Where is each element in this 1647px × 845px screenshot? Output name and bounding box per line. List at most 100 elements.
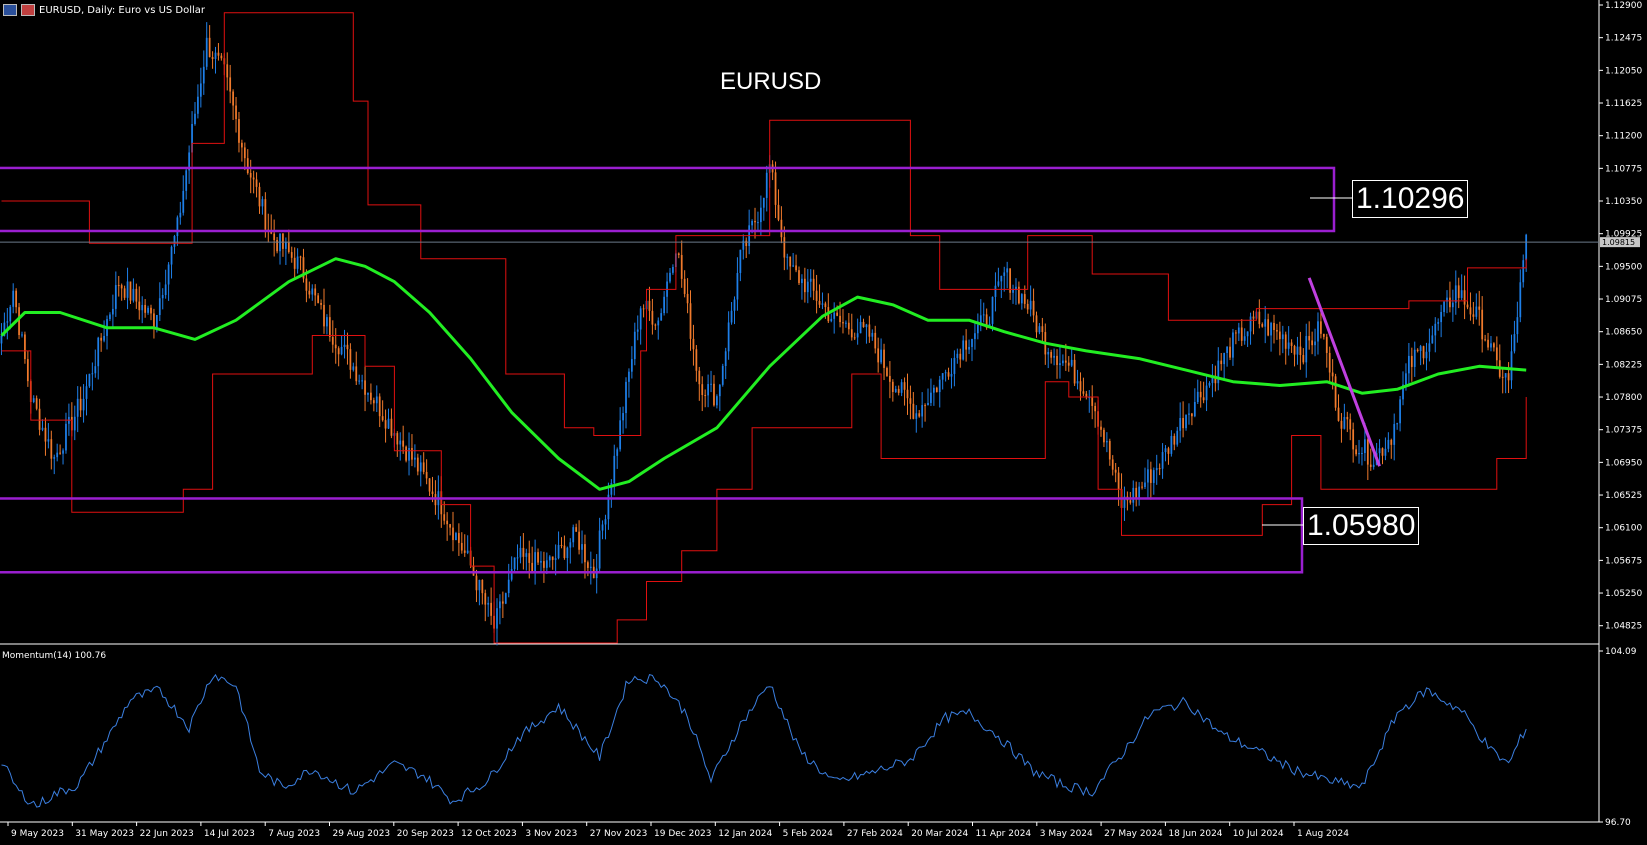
candle-body	[147, 307, 149, 313]
candle-body	[1108, 440, 1111, 460]
candle-body	[891, 381, 894, 393]
candle-body	[774, 172, 777, 205]
candle-body	[607, 494, 610, 520]
candle-body	[457, 533, 460, 543]
candle-body	[507, 579, 510, 594]
candle-body	[135, 288, 138, 302]
candle-body	[616, 449, 619, 456]
candle-body	[282, 233, 284, 249]
candle-body	[619, 420, 622, 450]
candle-body	[241, 142, 243, 148]
candle-body	[1328, 352, 1331, 373]
candle-body	[642, 308, 645, 310]
candle-body	[1358, 453, 1360, 455]
candle-body	[150, 307, 152, 314]
channel-upper	[1, 12, 1527, 436]
candle-body	[683, 278, 686, 294]
candle-body	[581, 544, 583, 550]
candle-body	[446, 520, 449, 525]
candle-body	[443, 514, 446, 521]
candle-body	[414, 457, 416, 460]
time-tick-label: 3 May 2024	[1040, 829, 1093, 839]
candle-body	[1091, 397, 1094, 406]
candle-body	[548, 556, 551, 561]
candle-body	[707, 384, 709, 396]
candle-body	[1490, 343, 1492, 348]
candle-body	[1281, 334, 1284, 340]
candle-body	[273, 233, 276, 241]
price-tick-label: 1.12050	[1605, 66, 1642, 76]
candle-body	[1457, 285, 1460, 298]
candle-body	[965, 340, 968, 350]
momentum-tick-label: 104.09	[1605, 647, 1637, 657]
candle-body	[1000, 275, 1003, 282]
candle-body	[1267, 319, 1270, 336]
candle-body	[411, 447, 413, 460]
price-tick-label: 1.04825	[1605, 622, 1642, 632]
candle-body	[243, 147, 246, 159]
candle-body	[1393, 424, 1396, 445]
time-tick-label: 20 Mar 2024	[911, 829, 968, 839]
candle-body	[1170, 435, 1173, 454]
candle-body	[1246, 331, 1249, 337]
candle-body	[1322, 333, 1325, 337]
candle-body	[56, 452, 59, 458]
candle-body	[1381, 448, 1384, 456]
candle-body	[1249, 316, 1252, 332]
candle-body	[91, 373, 94, 375]
candle-body	[1111, 459, 1114, 470]
candle-body	[32, 398, 35, 402]
candle-body	[545, 560, 548, 568]
candle-body	[1100, 426, 1102, 430]
candle-body	[287, 242, 290, 253]
candle-body	[780, 219, 783, 238]
candle-body	[24, 334, 26, 360]
candle-body	[912, 403, 915, 419]
candle-body	[513, 557, 516, 570]
candle-body	[0, 335, 3, 344]
candle-body	[100, 337, 103, 341]
candle-body	[1158, 468, 1161, 470]
candle-body	[760, 207, 762, 223]
candle-body	[120, 285, 123, 289]
candle-body	[1425, 351, 1428, 359]
candle-body	[375, 396, 378, 404]
candle-body	[1009, 268, 1011, 293]
candle-body	[167, 264, 170, 285]
candle-body	[918, 413, 921, 417]
candle-body	[114, 285, 117, 309]
candle-body	[1129, 500, 1132, 503]
candle-body	[1237, 327, 1240, 334]
candle-body	[103, 335, 105, 341]
candle-body	[408, 447, 410, 461]
candle-body	[35, 398, 38, 409]
price-tick-label: 1.10775	[1605, 164, 1642, 174]
candle-body	[551, 556, 554, 560]
candle-body	[985, 314, 988, 328]
candle-body	[563, 545, 566, 559]
candle-body	[1355, 449, 1357, 455]
candle-body	[874, 332, 877, 349]
candle-body	[496, 608, 498, 629]
candle-body	[1331, 372, 1334, 377]
candle-body	[1243, 336, 1246, 341]
candle-body	[472, 565, 475, 576]
candle-body	[9, 306, 12, 322]
candle-body	[390, 418, 393, 436]
candle-body	[158, 298, 161, 315]
candle-body	[1070, 359, 1073, 366]
candle-body	[669, 272, 671, 282]
candle-body	[311, 288, 314, 295]
candle-body	[1196, 391, 1199, 403]
candle-body	[302, 257, 305, 279]
candle-body	[1501, 376, 1504, 378]
candle-body	[953, 357, 956, 374]
candle-body	[138, 301, 141, 311]
candle-body	[1003, 272, 1006, 276]
time-tick-label: 1 Aug 2024	[1297, 829, 1349, 839]
candle-body	[1064, 360, 1067, 363]
candle-body	[1235, 332, 1237, 334]
candle-body	[1258, 311, 1261, 325]
chart-menu-icon[interactable]	[3, 4, 17, 16]
candle-body	[285, 242, 287, 249]
